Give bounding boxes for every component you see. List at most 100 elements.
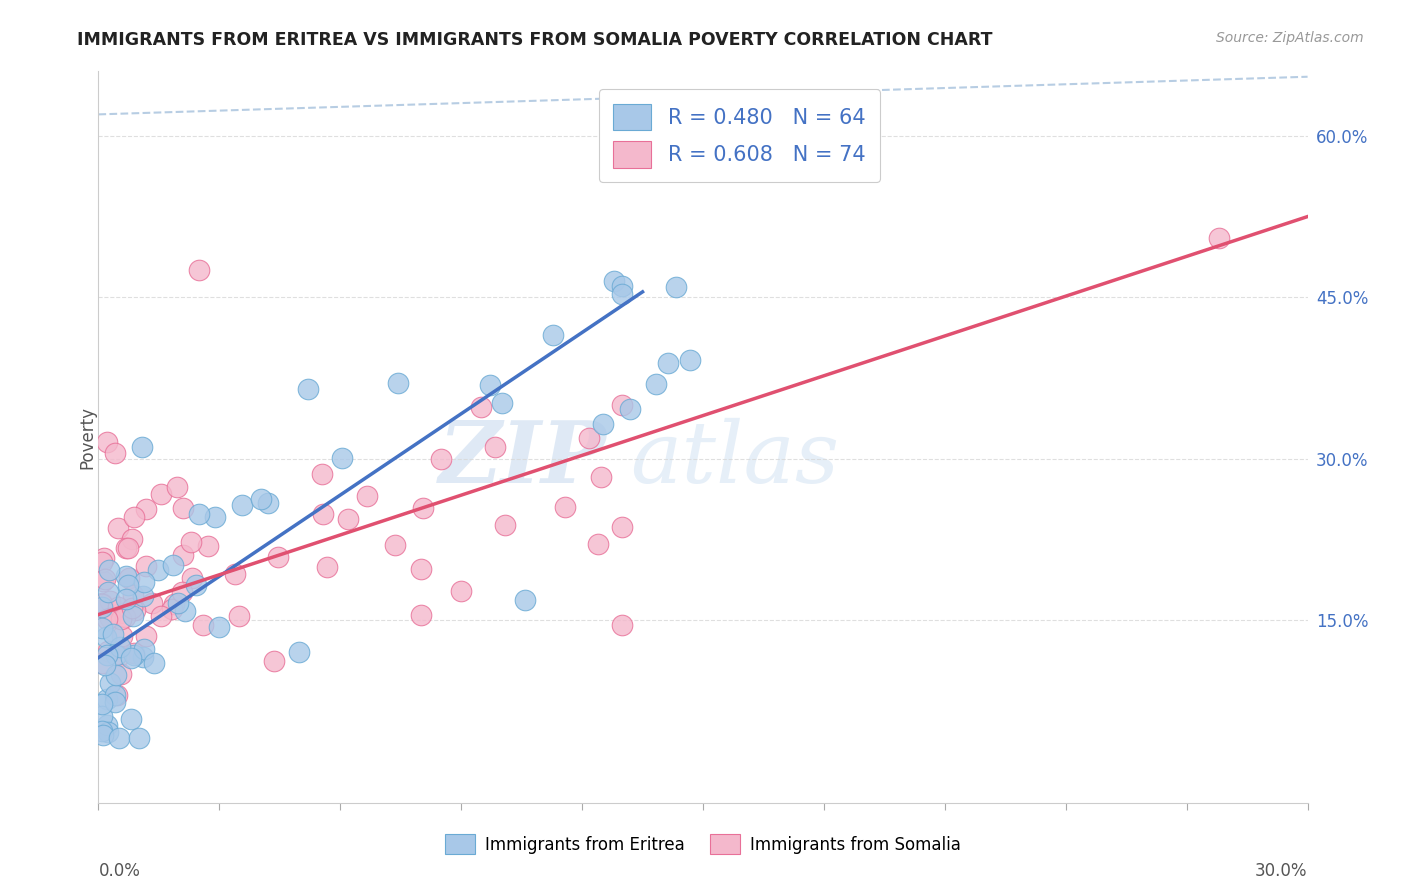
Point [173, 604, 195, 618]
Point [149, 609, 172, 624]
Text: IMMIGRANTS FROM ERITREA VS IMMIGRANTS FROM SOMALIA POVERTY CORRELATION CHART: IMMIGRANTS FROM ERITREA VS IMMIGRANTS FR… [77, 31, 993, 49]
Point [204, 510, 226, 524]
Point [297, 382, 319, 396]
Point [91, 574, 114, 588]
Point [91, 599, 114, 614]
Point [110, 666, 132, 681]
Point [108, 606, 131, 620]
Point [93, 728, 115, 742]
Point [267, 550, 290, 565]
Point [430, 451, 453, 466]
Point [450, 584, 472, 599]
Point [188, 263, 211, 277]
Point [288, 645, 311, 659]
Point [619, 401, 641, 416]
Point [110, 640, 132, 654]
Point [124, 648, 146, 663]
Point [110, 612, 132, 626]
Point [513, 593, 536, 607]
Point [122, 646, 145, 660]
Point [387, 376, 409, 390]
Point [94, 630, 117, 644]
Point [98, 611, 121, 625]
Point [96, 434, 118, 449]
Point [228, 608, 250, 623]
Point [591, 470, 613, 484]
Point [141, 596, 163, 610]
Point [470, 400, 492, 414]
Point [149, 487, 172, 501]
Point [104, 446, 127, 460]
Point [172, 500, 194, 515]
Point [122, 510, 145, 524]
Point [107, 599, 129, 614]
Point [101, 627, 124, 641]
Point [409, 562, 432, 576]
Text: 0.0%: 0.0% [98, 862, 141, 880]
Point [96, 692, 118, 706]
Point [409, 607, 432, 622]
Point [91, 698, 114, 712]
Point [117, 541, 139, 555]
Point [197, 540, 219, 554]
Point [114, 541, 136, 556]
Point [167, 596, 190, 610]
Point [146, 563, 169, 577]
Text: atlas: atlas [630, 417, 839, 500]
Point [678, 353, 700, 368]
Point [91, 596, 114, 610]
Point [94, 572, 117, 586]
Point [612, 520, 634, 534]
Point [122, 609, 145, 624]
Point [93, 551, 115, 566]
Point [96, 648, 118, 662]
Point [162, 558, 184, 572]
Point [578, 431, 600, 445]
Point [224, 567, 246, 582]
Point [384, 538, 406, 552]
Point [121, 651, 143, 665]
Point [491, 396, 513, 410]
Point [114, 568, 136, 582]
Point [104, 667, 127, 681]
Point [98, 594, 121, 608]
Point [231, 498, 253, 512]
Point [117, 578, 139, 592]
Point [484, 440, 506, 454]
Point [91, 598, 114, 612]
Point [166, 480, 188, 494]
Point [131, 649, 153, 664]
Point [93, 657, 115, 672]
Point [479, 377, 502, 392]
Text: Source: ZipAtlas.com: Source: ZipAtlas.com [1216, 31, 1364, 45]
Point [134, 558, 156, 573]
Point [208, 620, 231, 634]
Point [170, 585, 193, 599]
Point [586, 537, 609, 551]
Point [97, 725, 120, 739]
Point [91, 621, 114, 635]
Point [96, 612, 118, 626]
Point [180, 535, 202, 549]
Point [263, 654, 285, 668]
Legend: Immigrants from Eritrea, Immigrants from Somalia: Immigrants from Eritrea, Immigrants from… [439, 828, 967, 860]
Point [114, 610, 136, 624]
Point [135, 629, 157, 643]
Point [121, 533, 143, 547]
Text: 30.0%: 30.0% [1256, 862, 1308, 880]
Point [163, 597, 186, 611]
Point [311, 467, 333, 481]
Point [188, 508, 211, 522]
Point [610, 398, 633, 412]
Point [131, 440, 153, 454]
Point [181, 571, 204, 585]
Point [330, 450, 353, 465]
Point [120, 712, 142, 726]
Point [121, 601, 143, 615]
Point [91, 555, 114, 569]
Point [257, 496, 280, 510]
Point [97, 644, 120, 658]
Point [98, 563, 121, 577]
Point [645, 377, 668, 392]
Point [107, 731, 129, 746]
